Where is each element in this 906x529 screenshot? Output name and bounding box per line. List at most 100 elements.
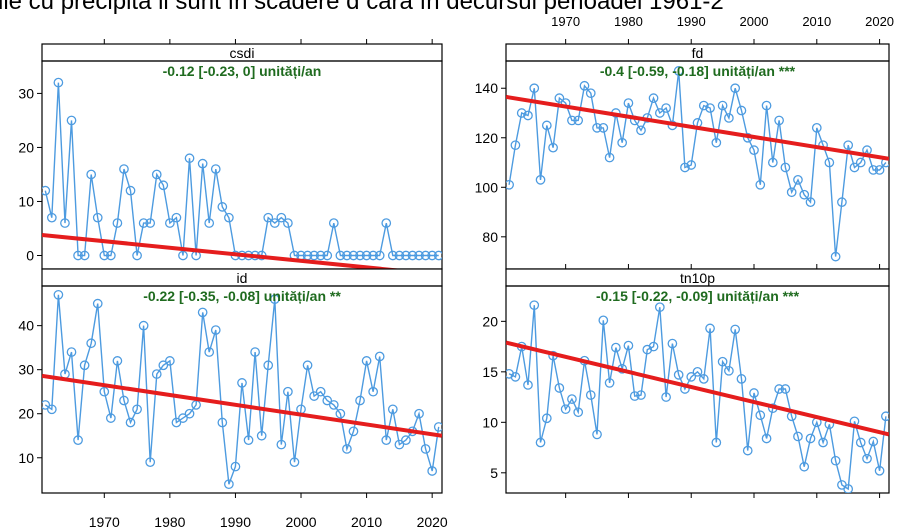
data-point	[598, 123, 609, 133]
data-point	[686, 160, 697, 170]
data-point	[112, 356, 123, 366]
plot-frame	[505, 60, 890, 270]
strip-title: tn10p	[680, 270, 715, 286]
data-point	[315, 250, 326, 261]
panel-fd: fd 80 100 120 140 1970 1980 1990 2000 2010 2020 -0.…	[475, 14, 894, 270]
data-point	[736, 105, 747, 116]
data-point	[420, 444, 431, 454]
data-point	[623, 98, 634, 108]
series-line	[508, 305, 887, 491]
data-point	[673, 370, 684, 380]
data-point	[523, 380, 533, 390]
data-point	[112, 218, 123, 228]
data-point	[92, 298, 103, 309]
data-point	[573, 115, 584, 126]
data-point	[342, 444, 352, 454]
data-point	[387, 404, 398, 415]
data-point	[283, 386, 293, 397]
plot-area	[42, 77, 442, 269]
data-point	[868, 436, 879, 447]
data-point	[799, 189, 810, 200]
data-point	[506, 179, 514, 190]
x-tick-label: 2000	[285, 514, 316, 529]
data-point	[824, 157, 835, 168]
series-line	[44, 294, 440, 485]
data-point	[355, 250, 365, 261]
data-point	[381, 435, 392, 445]
data-point	[420, 250, 431, 261]
data-point	[73, 250, 83, 261]
trend-line	[42, 232, 403, 269]
data-point	[106, 413, 116, 423]
data-point	[862, 453, 872, 464]
data-point	[374, 250, 385, 261]
data-point	[269, 218, 280, 228]
data-point	[401, 435, 411, 445]
x-tick-label: 2010	[802, 14, 831, 29]
data-point	[661, 103, 671, 113]
data-point	[654, 302, 665, 313]
y-tick-label: 20	[18, 139, 34, 155]
data-point	[387, 250, 398, 261]
data-point	[761, 100, 772, 111]
data-point	[184, 408, 195, 419]
data-point	[309, 391, 319, 401]
data-point	[79, 250, 90, 261]
data-point	[256, 430, 267, 441]
trend-label: -0.4 [-0.59, -0.18] unități/an ***	[600, 63, 796, 79]
data-point	[315, 386, 326, 397]
y-tick-label: 5	[490, 465, 498, 481]
data-point	[224, 479, 234, 490]
data-point	[799, 461, 810, 472]
data-point	[724, 113, 734, 123]
data-point	[427, 466, 438, 476]
data-point	[125, 185, 136, 196]
data-point	[283, 218, 293, 228]
y-tick-label: 30	[18, 85, 34, 101]
x-tick-label: 2000	[740, 14, 769, 29]
data-point	[780, 384, 791, 394]
data-point	[53, 77, 64, 88]
data-point	[86, 338, 97, 349]
data-point	[585, 88, 596, 99]
data-point	[742, 445, 753, 456]
data-point	[667, 338, 678, 349]
data-point	[328, 218, 339, 228]
data-point	[79, 360, 90, 371]
data-point	[165, 356, 175, 366]
data-point	[197, 158, 208, 169]
strip-title: fd	[692, 45, 704, 61]
data-point	[92, 212, 103, 223]
data-point	[394, 250, 405, 261]
data-point	[648, 341, 659, 352]
data-point	[881, 411, 889, 422]
data-point	[686, 372, 697, 382]
data-point	[145, 218, 156, 228]
panel-csdi: csdi 0 10 20 30 -0.12 [-0.23, 0] unități/an	[18, 39, 443, 274]
data-point	[171, 212, 182, 223]
data-point	[217, 417, 228, 428]
data-point	[717, 100, 728, 111]
data-point	[224, 212, 234, 223]
data-point	[523, 110, 533, 121]
data-point	[348, 250, 359, 261]
data-point	[138, 218, 149, 228]
data-point	[843, 484, 854, 493]
data-point	[66, 115, 77, 126]
series-line	[508, 70, 887, 257]
data-point	[125, 417, 136, 428]
data-point	[368, 250, 378, 261]
data-point	[407, 250, 418, 261]
data-point	[541, 120, 552, 131]
data-point	[348, 426, 359, 437]
data-point	[774, 115, 784, 126]
data-point	[786, 187, 797, 198]
data-point	[567, 115, 577, 126]
data-point	[510, 140, 521, 151]
data-point	[855, 157, 866, 168]
data-point	[579, 80, 590, 91]
data-point	[629, 391, 640, 401]
strip-title: id	[237, 270, 248, 286]
data-point	[830, 251, 841, 262]
